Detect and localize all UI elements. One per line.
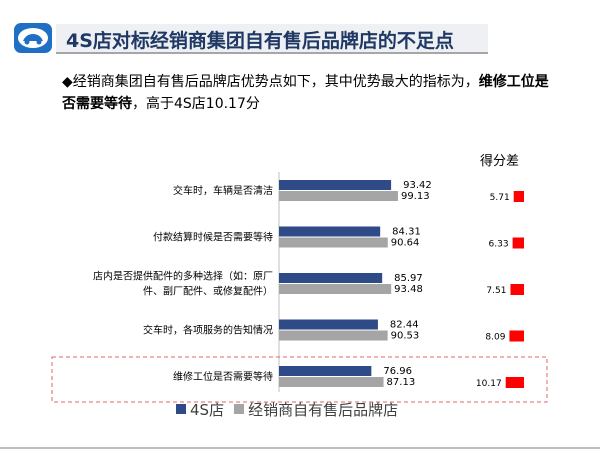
data-label-4s: 82.44 <box>390 320 419 331</box>
page-title: 4S店对标经销商集团自有售后品牌店的不足点 <box>66 30 454 52</box>
bar-4s <box>279 180 392 190</box>
legend-item-4s: 4S店 <box>176 399 224 420</box>
bar-dealer <box>279 284 392 294</box>
bar-dealer <box>279 377 384 387</box>
data-label-dealer: 93.48 <box>394 284 423 295</box>
diff-label: 5.71 <box>490 193 510 203</box>
diff-label: 7.51 <box>486 286 506 296</box>
data-label-4s: 76.96 <box>383 366 412 377</box>
highlight-box <box>51 356 548 403</box>
category-label: 付款结算时候是否需要等待 <box>153 231 273 244</box>
legend-label-dealer: 经销商自有售后品牌店 <box>248 400 399 419</box>
diff-label: 10.17 <box>476 379 502 389</box>
legend-swatch-4s <box>176 404 186 414</box>
chart-legend: 4S店 经销商自有售后品牌店 <box>176 398 408 420</box>
diff-header: 得分差 <box>480 154 520 169</box>
bullet-marker: ◆ <box>62 74 73 90</box>
diff-bar <box>505 377 524 388</box>
diff-label: 8.09 <box>485 333 505 343</box>
legend-label-4s: 4S店 <box>190 400 225 419</box>
category-label: 店内是否提供配件的多种选择（如：原厂 <box>93 270 273 283</box>
bar-4s <box>279 319 378 330</box>
data-label-dealer: 87.13 <box>387 377 416 388</box>
bar-4s <box>279 273 383 283</box>
header: 4S店对标经销商集团自有售后品牌店的不足点 <box>0 0 600 62</box>
header-divider <box>56 52 488 54</box>
company-logo-icon <box>14 23 52 53</box>
title-bar <box>56 24 488 52</box>
summary-bullet: ◆经销商集团自有售后品牌店优势点如下，其中优势最大的指标为，维修工位是否需要等待… <box>62 71 562 115</box>
bar-4s <box>279 226 381 237</box>
category-label: 交车时，各项服务的告知情况 <box>143 324 273 337</box>
data-label-dealer: 90.64 <box>391 238 420 249</box>
bar-dealer <box>279 330 388 341</box>
data-label-4s: 85.97 <box>394 273 423 284</box>
bullet-text-bold: 维修工位是否需要等待 <box>62 74 549 112</box>
data-label-4s: 93.42 <box>403 180 432 191</box>
category-label: 交车时，车辆是否清洁 <box>173 184 273 197</box>
legend-item-dealer: 经销商自有售后品牌店 <box>234 399 398 420</box>
data-label-dealer: 99.13 <box>401 191 430 202</box>
footer-divider <box>0 447 600 449</box>
data-label-dealer: 90.53 <box>391 331 420 342</box>
data-label-4s: 84.31 <box>392 227 421 238</box>
category-label: 件、副厂配件、或修复配件） <box>143 285 273 298</box>
legend-swatch-dealer <box>234 404 245 414</box>
diff-bar <box>510 284 524 295</box>
diff-label: 6.33 <box>489 240 509 250</box>
bullet-text-after: ，高于4S店10.17分 <box>132 96 260 112</box>
bar-dealer <box>279 237 388 248</box>
bar-4s <box>279 366 372 376</box>
category-label: 维修工位是否需要等待 <box>173 370 273 383</box>
diff-bar <box>509 330 524 342</box>
diff-bar <box>512 237 524 249</box>
bar-dealer <box>279 191 398 201</box>
bullet-text-before: 经销商集团自有售后品牌店优势点如下，其中优势最大的指标为， <box>72 74 479 90</box>
diff-bar <box>513 191 524 202</box>
